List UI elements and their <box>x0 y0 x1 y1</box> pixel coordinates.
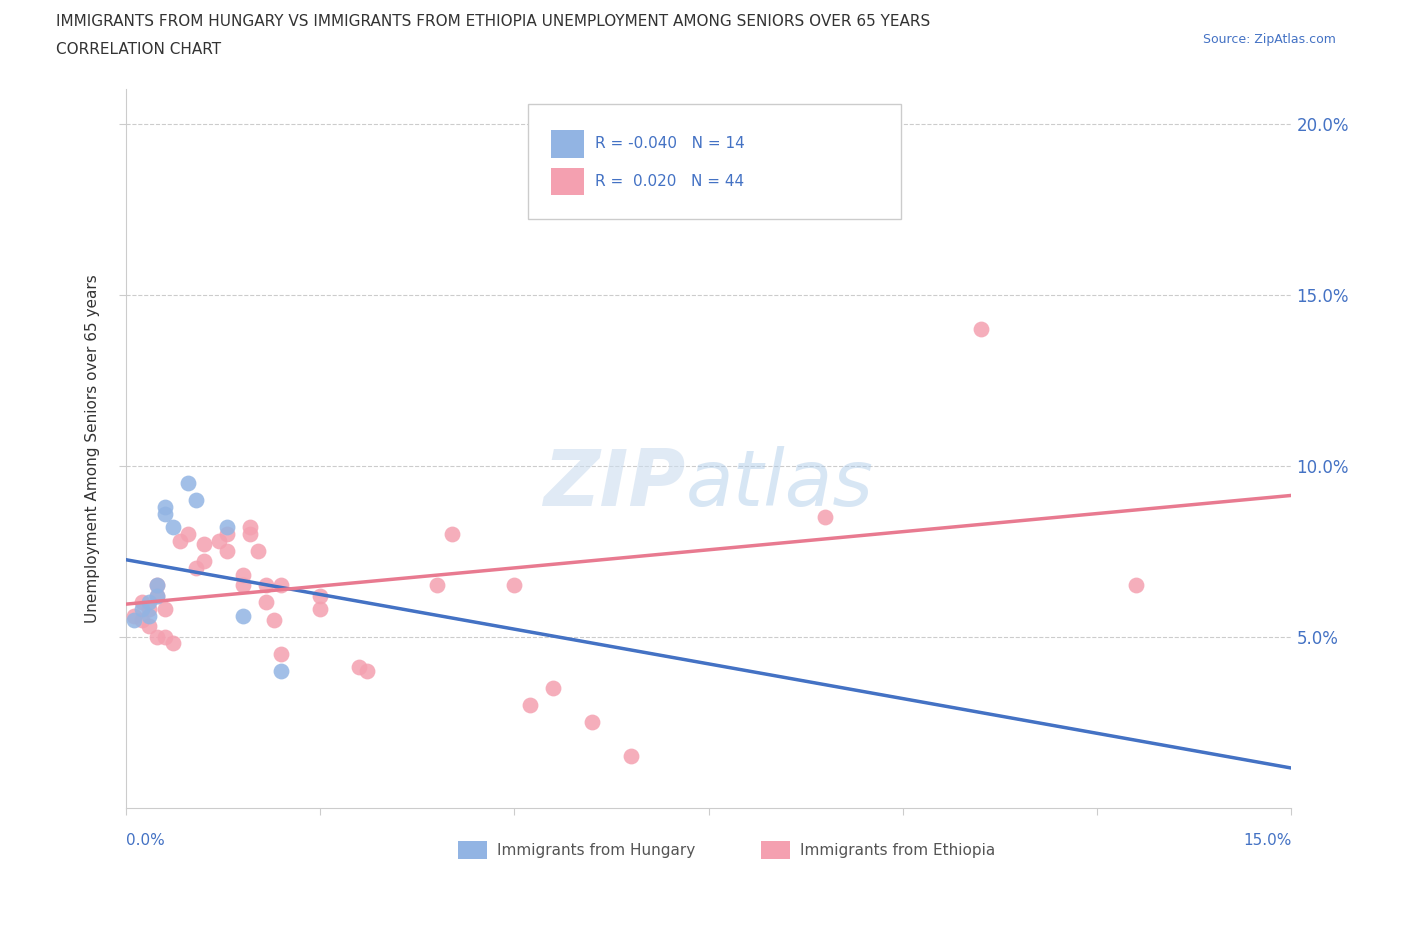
Point <box>254 578 277 592</box>
Point <box>270 578 292 592</box>
Text: 15.0%: 15.0% <box>1243 832 1292 847</box>
Point <box>969 322 991 337</box>
FancyBboxPatch shape <box>551 167 583 195</box>
Point <box>232 578 254 592</box>
Point <box>146 630 169 644</box>
Point <box>519 698 541 712</box>
Point <box>146 578 169 592</box>
Point <box>347 660 370 675</box>
Point <box>177 475 200 490</box>
Text: IMMIGRANTS FROM HUNGARY VS IMMIGRANTS FROM ETHIOPIA UNEMPLOYMENT AMONG SENIORS O: IMMIGRANTS FROM HUNGARY VS IMMIGRANTS FR… <box>56 14 931 29</box>
Point <box>193 537 215 551</box>
Point <box>138 595 160 610</box>
Text: R =  0.020   N = 44: R = 0.020 N = 44 <box>595 174 744 189</box>
Point <box>138 608 160 623</box>
Point <box>146 578 169 592</box>
Point <box>503 578 526 592</box>
Point <box>153 506 176 521</box>
Point <box>658 202 681 217</box>
Point <box>232 567 254 582</box>
Point <box>426 578 449 592</box>
Point <box>263 612 285 627</box>
Point <box>146 588 169 603</box>
Point <box>270 646 292 661</box>
Point <box>356 663 378 678</box>
FancyBboxPatch shape <box>529 104 901 219</box>
Point <box>193 554 215 569</box>
FancyBboxPatch shape <box>551 130 583 157</box>
FancyBboxPatch shape <box>458 841 488 859</box>
Point <box>543 681 565 696</box>
Text: Source: ZipAtlas.com: Source: ZipAtlas.com <box>1202 33 1336 46</box>
Point <box>162 636 184 651</box>
Point <box>122 612 145 627</box>
Point <box>122 608 145 623</box>
Point <box>131 602 153 617</box>
Point <box>138 619 160 634</box>
Point <box>620 749 643 764</box>
FancyBboxPatch shape <box>761 841 790 859</box>
Text: R = -0.040   N = 14: R = -0.040 N = 14 <box>595 137 744 152</box>
Point <box>254 595 277 610</box>
Point <box>270 663 292 678</box>
Point <box>232 608 254 623</box>
Y-axis label: Unemployment Among Seniors over 65 years: Unemployment Among Seniors over 65 years <box>86 274 100 623</box>
Point <box>1125 578 1147 592</box>
Point <box>441 526 464 541</box>
Point <box>131 612 153 627</box>
Point <box>215 526 238 541</box>
Point <box>208 534 231 549</box>
Text: atlas: atlas <box>685 446 873 523</box>
Text: CORRELATION CHART: CORRELATION CHART <box>56 42 221 57</box>
Point <box>215 544 238 559</box>
Point <box>581 714 603 729</box>
Point <box>146 588 169 603</box>
Text: Immigrants from Ethiopia: Immigrants from Ethiopia <box>800 843 995 857</box>
Point <box>309 588 332 603</box>
Point <box>169 534 191 549</box>
Text: ZIP: ZIP <box>543 446 685 523</box>
Point <box>138 602 160 617</box>
Point <box>153 602 176 617</box>
Point <box>239 520 262 535</box>
Text: Immigrants from Hungary: Immigrants from Hungary <box>496 843 695 857</box>
Point <box>814 510 837 525</box>
Point <box>153 630 176 644</box>
Point <box>309 602 332 617</box>
Point <box>131 595 153 610</box>
Point <box>153 499 176 514</box>
Point <box>247 544 270 559</box>
Point <box>184 561 207 576</box>
Point <box>239 526 262 541</box>
Point <box>177 526 200 541</box>
Point <box>215 520 238 535</box>
Point <box>162 520 184 535</box>
Text: 0.0%: 0.0% <box>127 832 165 847</box>
Point <box>184 492 207 507</box>
